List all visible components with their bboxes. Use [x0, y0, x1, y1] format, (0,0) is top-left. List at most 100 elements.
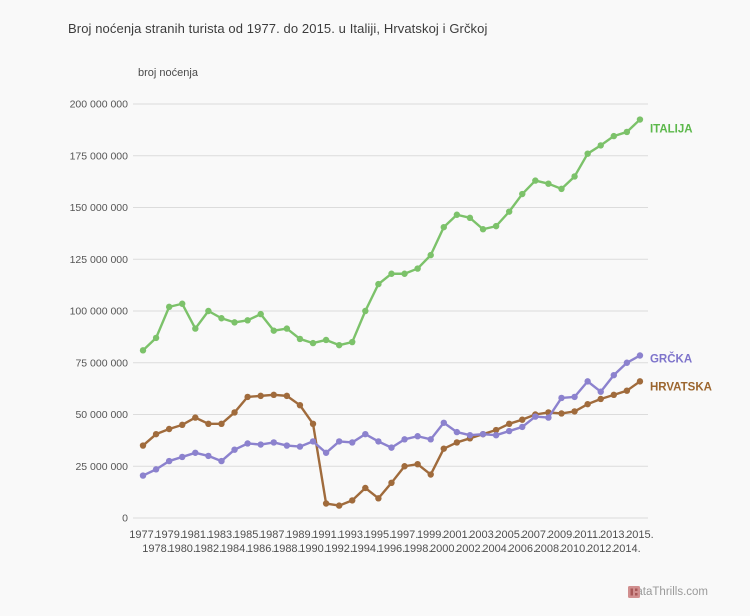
data-point-hrvatska [623, 387, 631, 394]
data-point-grčka [610, 371, 618, 379]
data-point-grčka [440, 419, 447, 426]
data-point-italija [375, 280, 382, 288]
x-tick-label: 1981. [182, 529, 210, 541]
data-point-hrvatska [571, 408, 578, 415]
data-point-grčka [571, 393, 578, 401]
x-tick-label: 1992. [325, 543, 353, 555]
data-point-grčka [152, 466, 160, 473]
data-point-hrvatska [309, 420, 317, 428]
data-point-grčka [597, 388, 604, 395]
data-point-italija [492, 222, 500, 230]
attribution-footer: DataThrills.com [628, 586, 708, 598]
data-point-grčka [257, 441, 264, 448]
data-point-italija [610, 132, 618, 140]
data-point-hrvatska [244, 393, 251, 401]
x-tick-label: 1989. [286, 529, 314, 541]
data-point-italija [388, 270, 395, 277]
data-point-grčka [636, 352, 644, 359]
data-point-grčka [466, 432, 474, 439]
x-tick-label: 1987. [260, 529, 288, 541]
data-point-hrvatska [205, 420, 212, 428]
data-point-italija [440, 223, 447, 231]
data-point-grčka [218, 457, 225, 465]
data-point-hrvatska [388, 479, 395, 487]
x-tick-label: 1982. [195, 543, 223, 555]
x-tick-label: 1994. [352, 543, 380, 555]
data-point-grčka [165, 457, 173, 465]
data-point-hrvatska [296, 401, 304, 409]
data-point-hrvatska [322, 500, 330, 507]
x-tick-label: 2008. [535, 543, 563, 555]
brand-text: DataThrills.com [628, 586, 708, 598]
x-tick-label: 2005. [495, 529, 523, 541]
x-tick-label: 2002. [456, 543, 484, 555]
data-point-grčka [505, 427, 513, 435]
data-point-italija [623, 128, 631, 136]
data-point-italija [165, 303, 173, 311]
data-point-grčka [414, 433, 421, 440]
data-point-grčka [296, 443, 304, 450]
data-point-grčka [349, 439, 356, 446]
data-point-italija [179, 300, 186, 307]
data-point-hrvatska [218, 420, 225, 428]
y-tick-label: 75 000 000 [75, 357, 128, 369]
data-point-italija [309, 339, 317, 347]
x-tick-label: 1980. [168, 543, 196, 555]
data-point-italija [519, 190, 526, 198]
data-point-grčka [244, 440, 251, 447]
x-tick-label: 2010. [561, 543, 589, 555]
data-point-grčka [545, 414, 552, 421]
x-tick-label: 1978. [142, 543, 170, 555]
x-tick-label: 2014. [613, 543, 641, 555]
data-point-italija [505, 208, 513, 215]
data-point-hrvatska [192, 414, 199, 421]
data-point-grčka [584, 378, 591, 385]
data-point-hrvatska [427, 471, 434, 478]
data-point-hrvatska [505, 420, 513, 428]
series-line-italija [142, 118, 641, 352]
data-point-italija [349, 338, 356, 346]
data-point-hrvatska [597, 395, 604, 403]
data-point-hrvatska [610, 391, 618, 399]
series-line-grčka [142, 354, 641, 477]
x-tick-label: 1997. [391, 529, 419, 541]
data-point-italija [296, 335, 304, 343]
data-point-hrvatska [362, 484, 369, 492]
x-tick-label: 1988. [273, 543, 301, 555]
data-point-hrvatska [453, 439, 461, 446]
pixel-grid-logo-icon [628, 586, 641, 598]
x-tick-label: 2003. [469, 529, 497, 541]
data-point-grčka [375, 438, 382, 445]
x-tick-label: 1984. [221, 543, 249, 555]
y-tick-label: 175 000 000 [70, 150, 129, 162]
x-tick-label: 1979. [155, 529, 183, 541]
data-point-grčka [479, 430, 487, 438]
x-tick-label: 1983. [208, 529, 236, 541]
data-point-grčka [492, 432, 500, 439]
y-tick-label: 125 000 000 [70, 254, 129, 266]
x-tick-label: 1990. [299, 543, 327, 555]
x-tick-label: 2001. [443, 529, 471, 541]
x-tick-label: 1985. [234, 529, 262, 541]
series-end-label-italija: ITALIJA [650, 124, 693, 136]
data-point-hrvatska [283, 392, 291, 400]
data-point-grčka [519, 423, 526, 431]
data-point-italija [362, 307, 369, 315]
data-point-italija [453, 211, 461, 218]
x-tick-label: 2009. [548, 529, 576, 541]
data-point-italija [532, 177, 539, 184]
data-point-grčka [179, 453, 186, 461]
data-point-hrvatska [139, 442, 147, 449]
data-point-grčka [139, 472, 147, 479]
data-point-italija [427, 251, 434, 259]
y-tick-label: 100 000 000 [70, 306, 129, 318]
y-tick-label: 150 000 000 [70, 202, 129, 214]
data-point-grčka [623, 359, 631, 366]
data-point-hrvatska [270, 391, 277, 399]
series-line-hrvatska [142, 380, 641, 507]
chart-title: Broj noćenja stranih turista od 1977. do… [68, 21, 488, 36]
data-point-hrvatska [165, 425, 173, 433]
data-point-hrvatska [179, 421, 186, 429]
x-tick-label: 1986. [247, 543, 275, 555]
